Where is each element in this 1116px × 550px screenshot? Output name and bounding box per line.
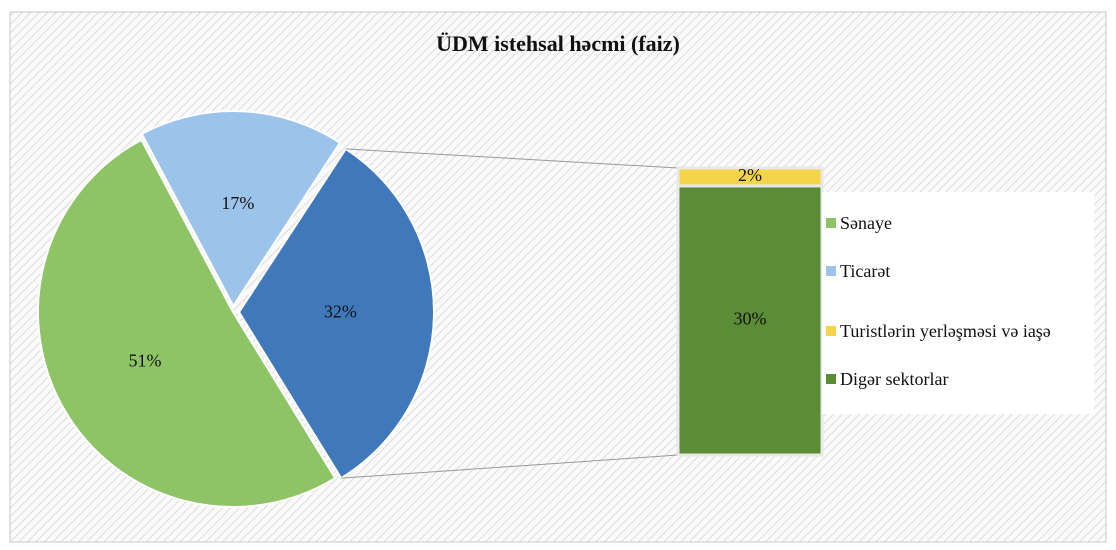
connector: [345, 148, 679, 169]
legend-label: Sənaye: [840, 213, 892, 233]
data-label: 17%: [221, 193, 254, 213]
legend-label: Ticarət: [840, 261, 891, 281]
legend-label: Turistlərin yerləşməsi və iaşə: [840, 321, 1051, 341]
data-label: 30%: [734, 309, 767, 329]
pie-slice: [140, 110, 342, 308]
legend-entry: Turistlərin yerləşməsi və iaşə: [826, 320, 1102, 342]
legend-swatch: [826, 374, 836, 384]
legend-entry: Digər sektorlar: [826, 368, 1102, 390]
pie-slice: [37, 138, 337, 508]
legend-label: Digər sektorlar: [840, 369, 949, 389]
legend-swatch: [826, 218, 836, 228]
chart-title: ÜDM istehsal həcmi (faiz): [436, 31, 680, 56]
data-label: 51%: [129, 351, 162, 371]
legend: Sənaye Ticarət Turistlərin yerləşməsi və i…: [822, 192, 1094, 414]
legend-swatch: [826, 326, 836, 336]
legend-swatch: [826, 266, 836, 276]
connector: [341, 454, 679, 479]
legend-entry: Ticarət: [826, 260, 1102, 282]
data-label: 32%: [324, 302, 357, 322]
data-label: 2%: [738, 165, 762, 185]
legend-entry: Sənaye: [826, 212, 1102, 234]
pie-slice: [237, 147, 435, 480]
